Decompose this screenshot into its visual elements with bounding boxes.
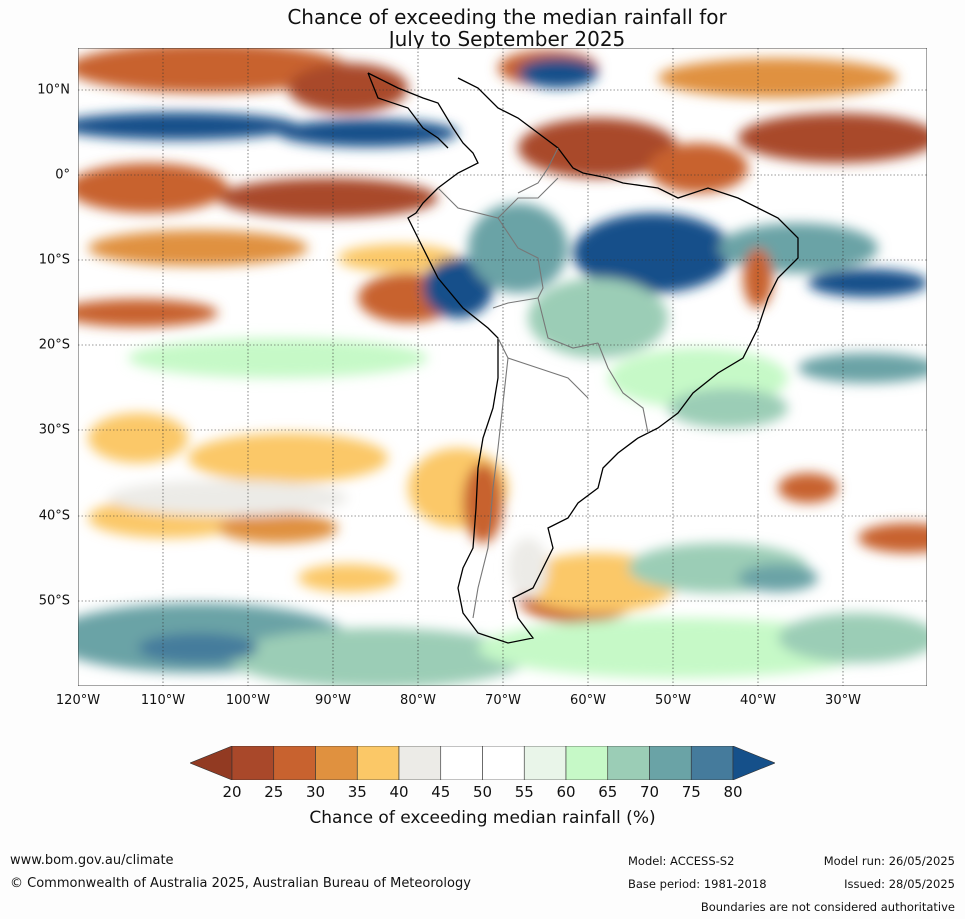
bom-url: www.bom.gov.au/climate bbox=[10, 853, 174, 868]
colorbar-tick-label: 20 bbox=[222, 783, 242, 801]
colorbar-cell bbox=[315, 746, 358, 780]
graticule bbox=[78, 48, 927, 686]
lon-label-110w: 110°W bbox=[140, 693, 186, 708]
lat-label-30s: 30°S bbox=[38, 422, 70, 438]
lat-label-40s: 40°S bbox=[38, 508, 70, 524]
lon-label-40w: 40°W bbox=[740, 693, 776, 708]
colorbar-tick-label: 75 bbox=[681, 783, 701, 801]
colorbar-tick-label: 25 bbox=[264, 783, 284, 801]
copyright-text: © Commonwealth of Australia 2025, Austra… bbox=[10, 876, 471, 891]
colorbar-tick-label: 30 bbox=[305, 783, 326, 801]
colorbar-under-arrow bbox=[190, 746, 233, 780]
lon-label-100w: 100°W bbox=[225, 693, 271, 708]
lon-label-60w: 60°W bbox=[570, 693, 606, 708]
colorbar-label: Chance of exceeding median rainfall (%) bbox=[309, 808, 656, 828]
probability-field bbox=[78, 48, 927, 686]
colorbar-cell bbox=[440, 746, 483, 780]
lat-label-20s: 20°S bbox=[38, 337, 70, 353]
model-run-date: Model run: 26/05/2025 bbox=[823, 854, 955, 868]
lon-label-120w: 120°W bbox=[55, 693, 101, 708]
colorbar-cell bbox=[398, 746, 442, 780]
lat-label-10s: 10°S bbox=[38, 252, 70, 268]
lat-label-0: 0° bbox=[55, 167, 70, 183]
colorbar-cell bbox=[523, 746, 567, 780]
colorbar-tick-label: 35 bbox=[347, 783, 367, 801]
lat-label-50s: 50°S bbox=[38, 593, 70, 609]
colorbar-cell bbox=[607, 746, 650, 780]
colorbar-tick-label: 70 bbox=[639, 783, 660, 801]
lon-label-70w: 70°W bbox=[485, 693, 521, 708]
colorbar-cell bbox=[273, 746, 316, 780]
lon-label-50w: 50°W bbox=[655, 693, 691, 708]
colorbar-cell bbox=[690, 746, 734, 780]
issued-date: Issued: 28/05/2025 bbox=[844, 877, 955, 891]
colorbar-cell bbox=[356, 746, 400, 780]
colorbar-cell bbox=[482, 746, 525, 780]
lat-label-10n: 10°N bbox=[37, 82, 70, 98]
central-america-coastline bbox=[367, 72, 449, 149]
boundaries-disclaimer: Boundaries are not considered authoritat… bbox=[700, 900, 955, 914]
rainfall-probability-map bbox=[78, 48, 927, 686]
base-period: Base period: 1981-2018 bbox=[628, 877, 767, 891]
colorbar-tick-label: 50 bbox=[472, 783, 493, 801]
map-title-line1: Chance of exceeding the median rainfall … bbox=[287, 5, 727, 29]
lon-label-90w: 90°W bbox=[315, 693, 351, 708]
lon-label-30w: 30°W bbox=[825, 693, 861, 708]
colorbar-tick-label: 45 bbox=[431, 783, 451, 801]
colorbar-tick-label: 55 bbox=[514, 783, 534, 801]
colorbar-cell bbox=[565, 746, 609, 780]
colorbar-tick-label: 60 bbox=[556, 783, 576, 801]
model-name: Model: ACCESS-S2 bbox=[628, 854, 735, 868]
colorbar bbox=[190, 746, 775, 780]
south-america-coastline bbox=[367, 72, 799, 644]
colorbar-over-arrow bbox=[732, 746, 775, 780]
colorbar-cell bbox=[231, 746, 275, 780]
colorbar-tick-label: 65 bbox=[598, 783, 618, 801]
lon-label-80w: 80°W bbox=[400, 693, 436, 708]
country-boundaries bbox=[437, 147, 649, 619]
colorbar-tick-label: 40 bbox=[389, 783, 409, 801]
colorbar-tick-label: 80 bbox=[723, 783, 743, 801]
map-title-line2: July to September 2025 bbox=[388, 27, 626, 51]
colorbar-cell bbox=[649, 746, 692, 780]
